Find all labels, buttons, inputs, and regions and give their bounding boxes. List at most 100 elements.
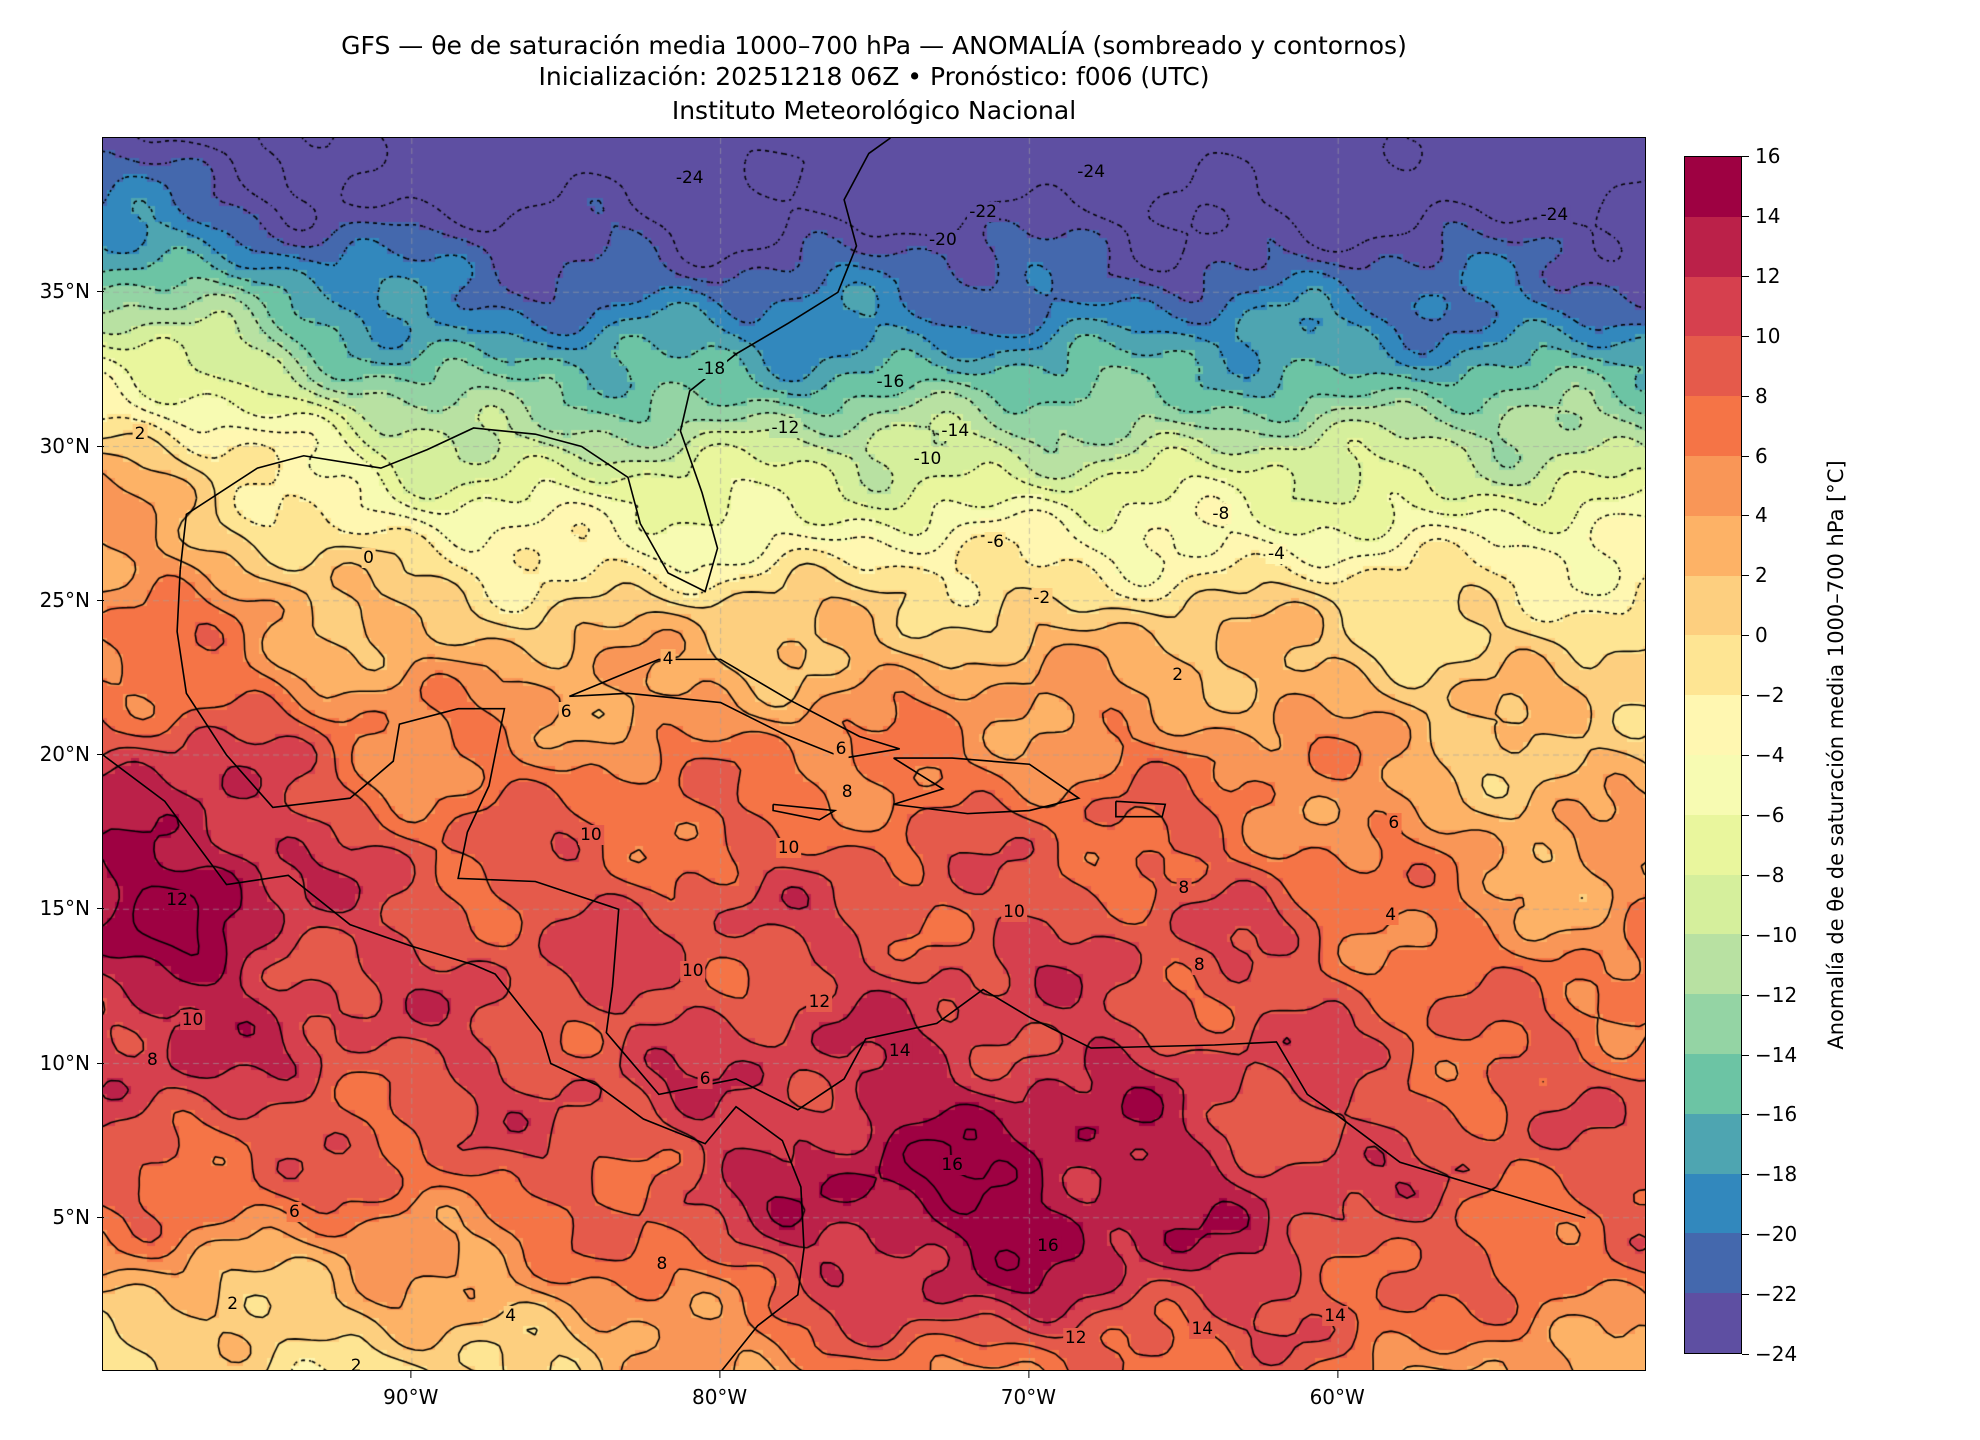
lon-tick-label: 90°W xyxy=(383,1371,439,1409)
lat-tick-label: 20°N xyxy=(39,742,105,766)
contour-label: 10 xyxy=(679,960,706,981)
contour-label: 10 xyxy=(578,825,604,846)
contour-label: 8 xyxy=(1191,954,1207,975)
colorbar-tick-label: 4 xyxy=(1742,503,1768,528)
coastline xyxy=(176,569,1586,1219)
colorbar-swatch xyxy=(1685,157,1741,217)
contour-label: -24 xyxy=(1075,161,1108,182)
colorbar-tick-label: 12 xyxy=(1741,263,1781,288)
contour-label: 12 xyxy=(1062,1328,1089,1349)
contour-label: 4 xyxy=(1383,905,1399,926)
contour-label: 10 xyxy=(775,837,802,858)
contour-label: -24 xyxy=(1538,205,1571,226)
contour-label: -6 xyxy=(984,532,1006,553)
colorbar-swatch xyxy=(1685,934,1741,995)
colorbar-tick-label: −10 xyxy=(1741,922,1798,947)
contour-label: 6 xyxy=(287,1201,302,1222)
lat-tick-label: 30°N xyxy=(39,433,105,458)
colorbar-tick-label: 8 xyxy=(1742,383,1768,408)
colorbar-tick-label: 10 xyxy=(1741,323,1781,348)
contour-label: 8 xyxy=(1176,877,1192,898)
contour-label: 4 xyxy=(660,649,676,670)
lon-tick-label: 60°W xyxy=(1309,1371,1365,1409)
contour-label: -10 xyxy=(911,448,944,469)
contour-label: 12 xyxy=(806,991,833,1012)
coastlines xyxy=(103,138,1586,1370)
contour-label: 10 xyxy=(179,1010,206,1031)
colorbar-swatch xyxy=(1685,1293,1741,1353)
colorbar-tick-label: −2 xyxy=(1741,683,1785,708)
lon-tick-label: 80°W xyxy=(691,1371,748,1409)
coastline xyxy=(1115,800,1167,818)
contour-label: 12 xyxy=(164,889,190,910)
colorbar-swatch xyxy=(1685,396,1741,457)
colorbar-label: Anomalía de θe de saturación media 1000–… xyxy=(1824,460,1848,1050)
contour-label: 14 xyxy=(1322,1306,1348,1327)
lat-tick-label: 35°N xyxy=(39,279,105,304)
colorbar-swatch xyxy=(1685,1233,1741,1294)
colorbar-tick-label: 2 xyxy=(1742,563,1768,588)
colorbar-tick-label: −8 xyxy=(1741,862,1785,887)
contour-label: 6 xyxy=(697,1068,713,1089)
contour-label: 14 xyxy=(886,1041,913,1062)
contour-label: -2 xyxy=(1031,587,1053,608)
colorbar-swatch xyxy=(1685,276,1741,337)
lat-tick-label: 25°N xyxy=(39,587,105,612)
colorbar-tick-label: −6 xyxy=(1741,802,1785,827)
contour-label: 16 xyxy=(1035,1235,1061,1256)
colorbar-tick-label: 16 xyxy=(1741,144,1781,168)
colorbar-tick-label: −14 xyxy=(1741,1042,1798,1067)
contour-label: 2 xyxy=(348,1355,364,1370)
lon-tick-label: 70°W xyxy=(1000,1371,1057,1409)
colorbar-swatch xyxy=(1685,336,1741,397)
contour-label: 6 xyxy=(558,701,574,722)
contour-label: 10 xyxy=(1001,902,1027,923)
colorbar-tick-label: −22 xyxy=(1741,1282,1798,1307)
chart-subtitle-institute: Instituto Meteorológico Nacional xyxy=(671,96,1077,125)
colorbar-swatch xyxy=(1685,874,1741,935)
colorbar xyxy=(1684,156,1742,1354)
contour-label: -4 xyxy=(1265,544,1287,565)
colorbar-swatch xyxy=(1685,814,1741,875)
colorbar-swatch xyxy=(1685,755,1741,815)
contour-label: 2 xyxy=(1170,664,1186,685)
contour-label: 16 xyxy=(939,1155,966,1176)
contour-label: 0 xyxy=(361,547,376,568)
lat-tick-label: 15°N xyxy=(39,896,105,921)
coastline xyxy=(103,754,805,1370)
colorbar-swatch xyxy=(1685,216,1741,277)
contour-label: -8 xyxy=(1210,504,1232,525)
colorbar-tick-label: −24 xyxy=(1741,1342,1798,1366)
colorbar-swatch xyxy=(1685,635,1741,696)
contour-label: -14 xyxy=(939,421,972,442)
colorbar-swatch xyxy=(1685,1173,1741,1234)
colorbar-tick-label: −12 xyxy=(1741,982,1798,1007)
contour-label: -22 xyxy=(967,202,999,223)
contour-label: -16 xyxy=(874,371,907,392)
colorbar-swatch xyxy=(1685,1054,1741,1114)
coastline xyxy=(772,803,838,821)
contour-label: 2 xyxy=(132,424,148,445)
colorbar-tick-label: −4 xyxy=(1741,743,1785,767)
colorbar-tick-label: −20 xyxy=(1741,1222,1798,1247)
contour-label: -12 xyxy=(769,417,802,438)
contour-label: 8 xyxy=(654,1254,670,1275)
lat-tick-label: 5°N xyxy=(52,1204,104,1229)
contour-label: -20 xyxy=(927,229,959,250)
contour-label: 6 xyxy=(833,738,849,759)
colorbar-swatch xyxy=(1685,994,1741,1055)
lat-tick-label: 10°N xyxy=(39,1050,105,1075)
chart-title: GFS — θe de saturación media 1000–700 hP… xyxy=(341,31,1407,60)
contour-label: 8 xyxy=(144,1050,160,1071)
colorbar-tick-label: 14 xyxy=(1741,203,1781,228)
contour-label: -24 xyxy=(673,168,706,189)
map-panel: -24 -24 -24 -22 -20 -18 -16 -14 -12 -10 -8 -6 -4 -2 0 2… xyxy=(102,137,1646,1371)
colorbar-tick-label: −16 xyxy=(1741,1102,1798,1127)
anomaly-contours xyxy=(103,138,1645,1370)
contour-label: 6 xyxy=(1386,812,1402,833)
contour-label: -18 xyxy=(695,359,728,380)
colorbar-tick-label: 0 xyxy=(1742,623,1768,648)
coastline xyxy=(568,658,900,759)
colorbar-tick-label: −18 xyxy=(1741,1162,1798,1187)
colorbar-swatch xyxy=(1685,1113,1741,1174)
